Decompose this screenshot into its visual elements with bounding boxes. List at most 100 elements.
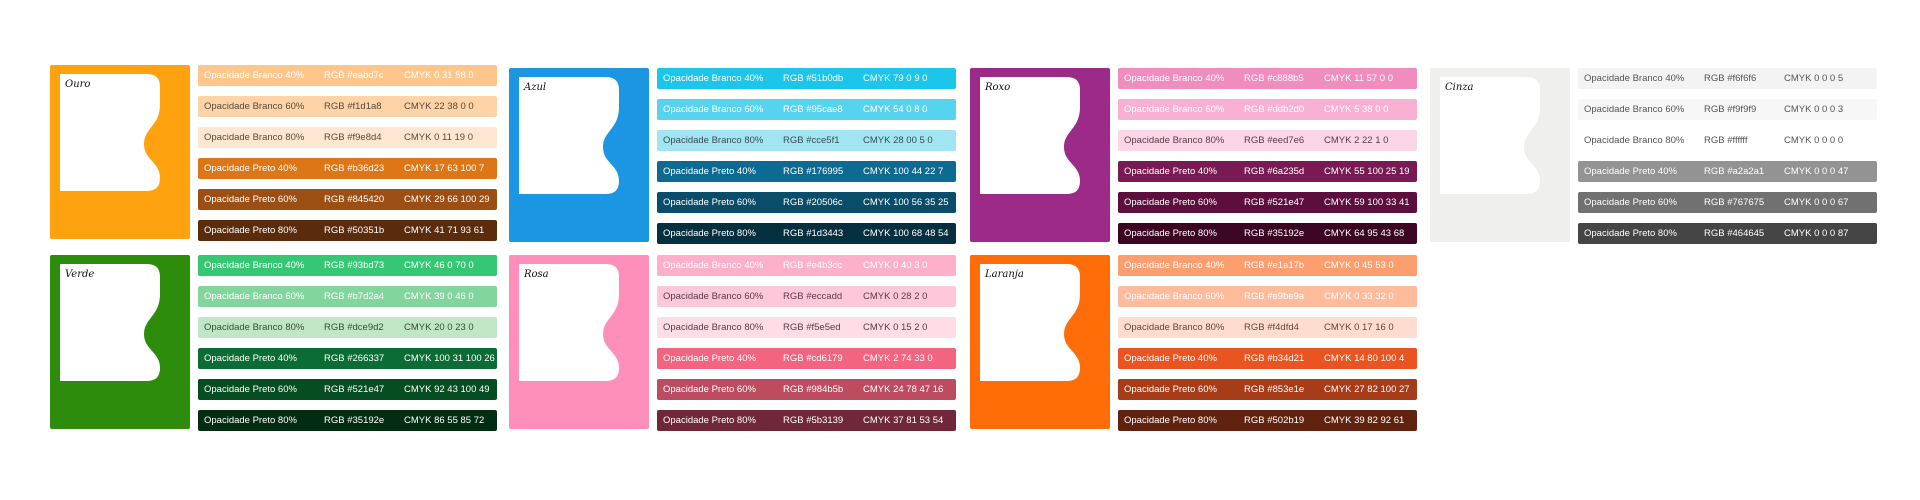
swatch-rgb: RGB #eccadd [783,291,843,302]
swatch-rgb: RGB #b34d21 [1244,353,1305,364]
swatch-cmyk: CMYK 41 71 93 61 [404,225,485,236]
swatch-rgb: RGB #ffffff [1704,135,1748,146]
swatch-cmyk: CMYK 24 78 47 16 [863,384,944,395]
swatch-rgb: RGB #51b0db [783,73,844,84]
swatch-row: Opacidade Preto 40% RGB #b34d21 CMYK 14 … [1118,348,1417,369]
swatch-list: Opacidade Branco 40% RGB #c888b5 CMYK 11… [1118,68,1417,254]
swatch-label: Opacidade Branco 80% [663,135,764,146]
swatch-row: Opacidade Branco 60% RGB #e9be9a CMYK 0 … [1118,286,1417,307]
swatch-label: Opacidade Branco 80% [1124,135,1225,146]
swatch-label: Opacidade Preto 40% [204,163,297,174]
color-name: Rosa [524,269,549,280]
swatch-label: Opacidade Branco 60% [663,291,764,302]
brand-b-shape-icon [980,77,1080,194]
swatch-label: Opacidade Branco 80% [204,322,305,333]
swatch-row: Opacidade Branco 40% RGB #93bd73 CMYK 46… [198,255,497,276]
color-name: Cinza [1445,82,1474,93]
swatch-cmyk: CMYK 0 11 19 0 [404,132,474,143]
swatch-label: Opacidade Branco 60% [1124,104,1225,115]
swatch-row: Opacidade Preto 80% RGB #50351b CMYK 41 … [198,220,497,241]
swatch-row: Opacidade Branco 60% RGB #b7d2a4 CMYK 39… [198,286,497,307]
swatch-cmyk: CMYK 92 43 100 49 [404,384,490,395]
swatch-row: Opacidade Preto 60% RGB #853e1e CMYK 27 … [1118,379,1417,400]
swatch-rgb: RGB #521e47 [324,384,385,395]
swatch-label: Opacidade Preto 60% [204,384,297,395]
swatch-row: Opacidade Branco 60% RGB #eccadd CMYK 0 … [657,286,956,307]
swatch-row: Opacidade Preto 80% RGB #35192e CMYK 64 … [1118,223,1417,244]
swatch-cmyk: CMYK 39 0 46 0 [404,291,474,302]
swatch-label: Opacidade Preto 40% [1124,166,1217,177]
swatch-rgb: RGB #b7d2a4 [324,291,385,302]
swatch-cmyk: CMYK 100 56 35 25 [863,197,949,208]
swatch-rgb: RGB #176995 [783,166,844,177]
swatch-row: Opacidade Preto 60% RGB #767675 CMYK 0 0… [1578,192,1877,213]
swatch-cmyk: CMYK 79 0 9 0 [863,73,928,84]
swatch-row: Opacidade Preto 80% RGB #5b3139 CMYK 37 … [657,410,956,431]
swatch-cmyk: CMYK 0 31 58 0 [404,70,474,81]
color-card: Laranja [970,255,1110,429]
swatch-cmyk: CMYK 0 0 0 87 [1784,228,1849,239]
swatch-cmyk: CMYK 29 66 100 29 [404,194,490,205]
swatch-rgb: RGB #845420 [324,194,385,205]
brand-b-shape-icon [60,264,160,381]
swatch-row: Opacidade Branco 40% RGB #e1a17b CMYK 0 … [1118,255,1417,276]
swatch-row: Opacidade Preto 80% RGB #464645 CMYK 0 0… [1578,223,1877,244]
swatch-cmyk: CMYK 59 100 33 41 [1324,197,1410,208]
swatch-cmyk: CMYK 0 0 0 3 [1784,104,1844,115]
swatch-label: Opacidade Branco 60% [1584,104,1685,115]
swatch-row: Opacidade Branco 40% RGB #51b0db CMYK 79… [657,68,956,89]
swatch-cmyk: CMYK 64 95 43 68 [1324,228,1405,239]
swatch-cmyk: CMYK 17 63 100 7 [404,163,485,174]
swatch-cmyk: CMYK 0 17 16 0 [1324,322,1394,333]
swatch-row: Opacidade Branco 80% RGB #eed7e6 CMYK 2 … [1118,130,1417,151]
brand-b-shape-icon [1440,77,1540,194]
swatch-label: Opacidade Preto 80% [204,415,297,426]
swatch-rgb: RGB #95cae8 [783,104,843,115]
swatch-label: Opacidade Branco 40% [204,260,305,271]
swatch-rgb: RGB #6a235d [1244,166,1305,177]
swatch-cmyk: CMYK 11 57 0 0 [1324,73,1394,84]
swatch-label: Opacidade Branco 60% [204,291,305,302]
swatch-list: Opacidade Branco 40% RGB #e4b3cc CMYK 0 … [657,255,956,441]
swatch-cmyk: CMYK 27 82 100 27 [1324,384,1410,395]
swatch-label: Opacidade Branco 40% [663,260,764,271]
swatch-rgb: RGB #cce5f1 [783,135,840,146]
color-name: Ouro [65,79,91,90]
swatch-row: Opacidade Branco 80% RGB #f9e8d4 CMYK 0 … [198,127,497,148]
color-name: Azul [524,82,547,93]
swatch-row: Opacidade Preto 80% RGB #35192e CMYK 86 … [198,410,497,431]
swatch-cmyk: CMYK 20 0 23 0 [404,322,474,333]
swatch-row: Opacidade Preto 80% RGB #502b19 CMYK 39 … [1118,410,1417,431]
swatch-row: Opacidade Preto 60% RGB #521e47 CMYK 59 … [1118,192,1417,213]
swatch-row: Opacidade Preto 60% RGB #984b5b CMYK 24 … [657,379,956,400]
swatch-list: Opacidade Branco 40% RGB #93bd73 CMYK 46… [198,255,497,441]
swatch-cmyk: CMYK 14 80 100 4 [1324,353,1405,364]
swatch-row: Opacidade Preto 40% RGB #a2a2a1 CMYK 0 0… [1578,161,1877,182]
swatch-rgb: RGB #b36d23 [324,163,385,174]
swatch-row: Opacidade Branco 80% RGB #ffffff CMYK 0 … [1578,130,1877,151]
swatch-rgb: RGB #984b5b [783,384,844,395]
swatch-rgb: RGB #f9f9f9 [1704,104,1757,115]
swatch-cmyk: CMYK 100 31 100 26 [404,353,495,364]
swatch-cmyk: CMYK 46 0 70 0 [404,260,474,271]
brand-b-shape-icon [519,264,619,381]
swatch-label: Opacidade Branco 80% [1584,135,1685,146]
swatch-row: Opacidade Preto 40% RGB #6a235d CMYK 55 … [1118,161,1417,182]
swatch-row: Opacidade Branco 40% RGB #c888b5 CMYK 11… [1118,68,1417,89]
swatch-row: Opacidade Branco 60% RGB #f9f9f9 CMYK 0 … [1578,99,1877,120]
swatch-rgb: RGB #5b3139 [783,415,844,426]
swatch-cmyk: CMYK 100 68 48 54 [863,228,949,239]
swatch-rgb: RGB #50351b [324,225,385,236]
swatch-label: Opacidade Preto 60% [663,384,756,395]
swatch-label: Opacidade Branco 80% [663,322,764,333]
swatch-rgb: RGB #e1a17b [1244,260,1305,271]
swatch-label: Opacidade Preto 80% [663,228,756,239]
swatch-label: Opacidade Branco 40% [1584,73,1685,84]
swatch-cmyk: CMYK 0 0 0 47 [1784,166,1849,177]
swatch-label: Opacidade Preto 80% [1124,415,1217,426]
swatch-row: Opacidade Branco 80% RGB #f5e5ed CMYK 0 … [657,317,956,338]
swatch-rgb: RGB #35192e [1244,228,1305,239]
swatch-cmyk: CMYK 0 33 32 0 [1324,291,1394,302]
swatch-cmyk: CMYK 22 38 0 0 [404,101,474,112]
swatch-label: Opacidade Preto 40% [663,353,756,364]
